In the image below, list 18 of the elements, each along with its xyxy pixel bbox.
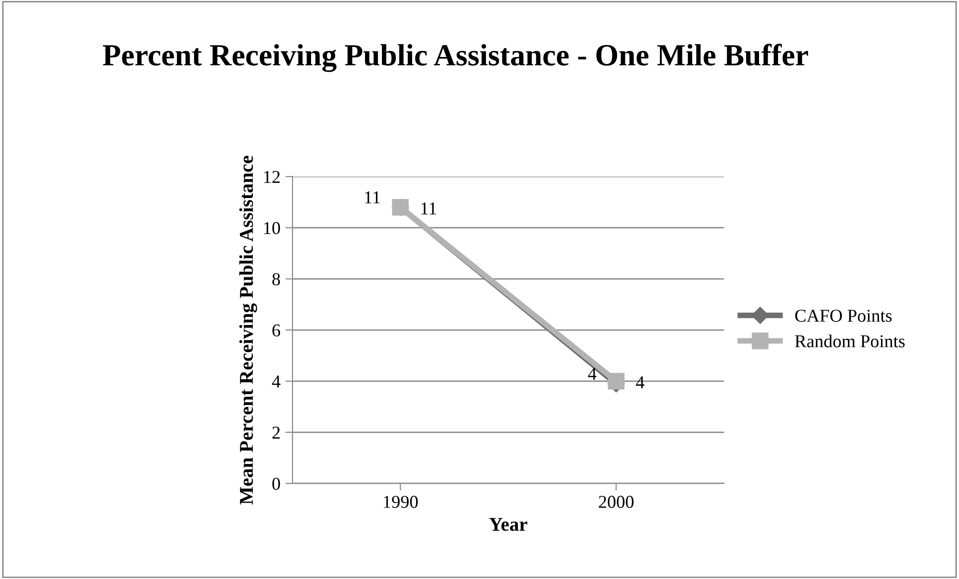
legend-label: Random Points <box>794 334 905 348</box>
x-tick-label: 1990 <box>384 496 418 508</box>
y-tick-label: 2 <box>272 426 280 439</box>
x-tick-label: 2000 <box>598 496 634 508</box>
data-label: 11 <box>365 191 380 204</box>
x-axis-title: Year <box>489 518 528 531</box>
y-tick-label: 10 <box>264 222 280 234</box>
y-tick-label: 12 <box>264 170 280 183</box>
y-tick-label: 0 <box>272 478 280 490</box>
legend-label: CAFO Points <box>795 310 892 322</box>
data-label: 4 <box>588 368 596 380</box>
chart-title: Percent Receiving Public Assistance - One Mile Buffer <box>102 44 808 72</box>
y-tick-label: 8 <box>272 273 280 286</box>
data-label: 4 <box>636 376 644 388</box>
data-label: 11 <box>421 202 436 214</box>
y-tick-label: 4 <box>272 376 280 388</box>
y-tick-label: 6 <box>272 324 280 336</box>
y-axis-title: Mean Percent Receiving Public Assistance <box>239 156 258 504</box>
